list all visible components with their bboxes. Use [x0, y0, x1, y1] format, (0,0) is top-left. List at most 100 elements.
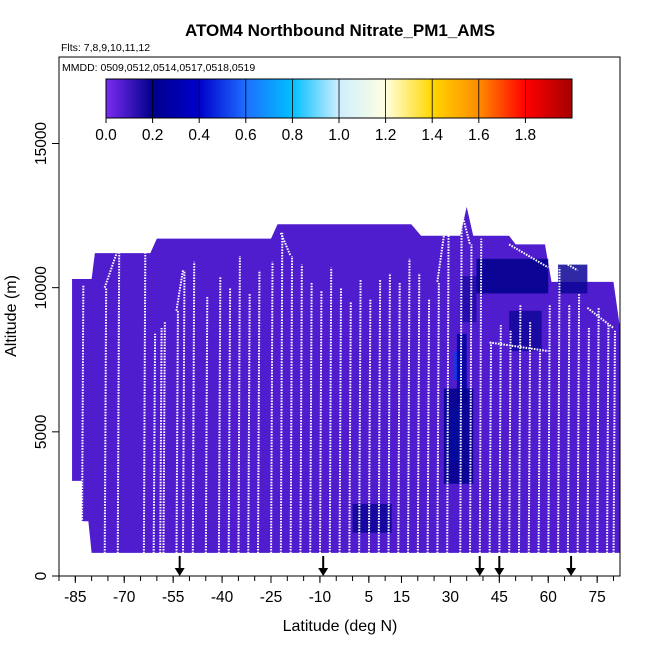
x-ticklabel: 30 — [442, 589, 460, 606]
flights-label: Flts: 7,8,9,10,11,12 — [61, 42, 150, 54]
x-ticklabel: 5 — [365, 589, 374, 606]
x-ticklabel: -85 — [64, 589, 86, 606]
flight-profile-37 — [468, 244, 473, 568]
location-arrow-3 — [474, 556, 485, 576]
flight-transit-1 — [103, 249, 119, 288]
flight-profile-45 — [547, 304, 551, 568]
y-ticklabel: 15000 — [33, 122, 50, 165]
flight-transit-3 — [175, 270, 184, 311]
x-ticklabel: -10 — [309, 589, 332, 606]
y-ticklabel: 5000 — [33, 414, 50, 449]
colorbar-ticklabel: 1.0 — [328, 127, 350, 144]
flight-profile-18 — [279, 232, 284, 568]
colorbar-ticklabel: 0.8 — [282, 127, 304, 144]
flight-profile-47 — [566, 304, 571, 568]
plot-frame — [58, 56, 621, 577]
flight-profile-52 — [612, 330, 616, 568]
x-ticklabel: -40 — [211, 589, 234, 606]
flight-profile-39 — [488, 342, 493, 568]
enhancement-cell-9 — [460, 276, 477, 323]
location-arrow-1 — [174, 556, 185, 576]
flight-profile-20 — [299, 264, 303, 568]
colorbar-ticklabel: 0.2 — [142, 127, 164, 144]
flight-profile-14 — [237, 255, 241, 568]
flight-profile-24 — [338, 287, 342, 568]
flight-profile-22 — [318, 290, 323, 568]
flight-profile-41 — [508, 330, 512, 568]
flight-transit-8 — [508, 243, 549, 269]
x-axis: -85 -70 -55 -40 -25 -10 5 15 30 45 60 75 — [58, 576, 614, 606]
flight-profile-42 — [517, 304, 522, 568]
flight-profile-26 — [358, 279, 362, 568]
y-axis-label: Altitude (m) — [3, 275, 20, 357]
chart-title: ATOM4 Northbound Nitrate_PM1_AMS — [185, 21, 495, 40]
colorbar-ticklabel: 1.2 — [375, 127, 397, 144]
flight-profile-44 — [537, 351, 541, 568]
flight-transit-4 — [279, 232, 292, 257]
enhancement-cell-7 — [509, 310, 542, 352]
flight-transit-7 — [489, 341, 549, 353]
location-arrow-4 — [494, 556, 505, 576]
flight-profile-15 — [247, 293, 251, 568]
flight-profile-6 — [159, 328, 163, 568]
flight-profile-8 — [175, 310, 179, 568]
flight-transit-6 — [459, 206, 471, 245]
flight-profile-17 — [270, 261, 274, 568]
flight-profile-5 — [152, 333, 157, 568]
flight-profile-46 — [557, 267, 561, 568]
flight-transit-9 — [557, 257, 579, 272]
enhancement-cell-8 — [558, 264, 588, 294]
x-ticklabel: 60 — [540, 589, 558, 606]
flight-profile-48 — [576, 293, 581, 568]
flight-profile-38 — [478, 238, 483, 568]
flight-profile-36 — [459, 206, 463, 568]
plot-area — [72, 206, 620, 576]
flight-profile-25 — [348, 302, 352, 568]
flight-transit-2 — [117, 243, 145, 252]
flight-profile-49 — [586, 328, 590, 568]
flight-profile-29 — [387, 273, 391, 568]
flight-profile-51 — [605, 325, 610, 568]
flight-profile-3 — [116, 250, 121, 568]
enhancement-cell-4 — [443, 388, 474, 484]
flight-profile-2 — [103, 287, 108, 568]
flight-profile-4 — [142, 250, 147, 568]
colorbar-ticklabel: 1.6 — [468, 127, 490, 144]
colorbar: 0.0 0.2 0.4 0.6 0.8 1.0 1.2 1.4 1.6 1.8 — [95, 78, 573, 144]
location-arrow-5 — [566, 556, 577, 576]
flight-profile-12 — [217, 276, 222, 568]
colorbar-ticklabel: 0.0 — [95, 127, 117, 144]
y-axis: 0 5000 10000 15000 — [33, 122, 59, 580]
y-ticklabel: 10000 — [33, 266, 50, 309]
flight-profile-32 — [416, 273, 421, 568]
x-ticklabel: -70 — [113, 589, 136, 606]
x-ticklabel: -25 — [260, 589, 282, 606]
flight-profile-13 — [227, 287, 232, 568]
flight-profile-9 — [181, 270, 186, 568]
flight-profile-10 — [191, 261, 196, 568]
flight-profile-23 — [328, 267, 333, 568]
colorbar-ticklabel: 0.4 — [188, 127, 210, 144]
flight-profile-31 — [406, 258, 411, 568]
x-ticklabel: 45 — [491, 589, 508, 606]
flight-profile-35 — [446, 212, 450, 568]
flight-profile-11 — [204, 296, 209, 568]
colorbar-ticklabel: 0.6 — [235, 127, 257, 144]
colorbar-ticklabel: 1.8 — [515, 127, 537, 144]
flight-profile-28 — [377, 279, 382, 568]
flight-profile-50 — [596, 307, 600, 568]
flight-profile-16 — [256, 270, 261, 568]
location-arrow-2 — [318, 556, 329, 576]
y-ticklabel: 0 — [33, 571, 50, 580]
x-ticklabel: -55 — [162, 589, 184, 606]
flight-transit-5 — [436, 212, 449, 283]
dates-label: MMDD: 0509,0512,0514,0517,0518,0519 — [62, 62, 255, 74]
flight-profile-40 — [498, 325, 502, 568]
colorbar-ticklabel: 1.4 — [421, 127, 443, 144]
enhancement-cell-6 — [476, 258, 549, 294]
x-ticklabel: 75 — [589, 589, 606, 606]
flight-profile-1 — [80, 284, 85, 568]
flight-profile-19 — [289, 255, 294, 568]
x-ticklabel: 15 — [393, 589, 410, 606]
